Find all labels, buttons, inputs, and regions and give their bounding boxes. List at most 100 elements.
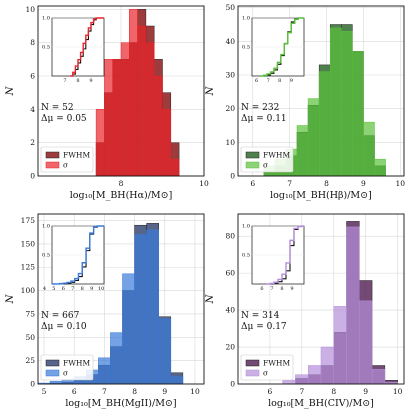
- x-axis-label: log₁₀[M_BH(Hα)/M⊙]: [70, 190, 173, 201]
- plot-frame: [37, 5, 205, 177]
- bar-sigma: [296, 125, 309, 177]
- legend-swatch-fwhm: [45, 151, 60, 159]
- y-tick-label: 6: [30, 72, 35, 81]
- inset-x-tick: 6: [62, 286, 65, 292]
- y-tick-label: 40: [225, 306, 235, 315]
- bar-sigma: [363, 121, 375, 177]
- y-tick-label: 10: [225, 138, 235, 147]
- bar-sigma: [158, 318, 172, 385]
- x-tick-label: 6: [72, 387, 77, 396]
- x-tick-label: 7: [299, 387, 304, 396]
- inset-cdf-sigma: [52, 225, 104, 285]
- y-tick-label: 25: [25, 356, 35, 365]
- delta-mu-label: Δμ = 0.17: [241, 322, 287, 332]
- bar-sigma: [110, 332, 123, 385]
- y-axis-label: N: [5, 293, 16, 304]
- bar-sigma: [374, 158, 386, 177]
- y-axis-label: N: [205, 85, 216, 96]
- inset-x-tick: 8: [280, 286, 283, 292]
- bar-sigma: [282, 380, 296, 385]
- delta-mu-label: Δμ = 0.05: [41, 114, 87, 124]
- x-tick-label: 10: [393, 387, 403, 396]
- inset-x-tick: 8: [76, 78, 79, 84]
- inset-cdf-sigma: [260, 17, 304, 77]
- sample-size-label: N = 667: [41, 311, 80, 321]
- bar-sigma: [120, 42, 130, 177]
- bar-sigma: [170, 376, 184, 385]
- legend-label-fwhm: FWHM: [63, 359, 90, 368]
- inset-x-tick: 7: [270, 286, 273, 292]
- inset-x-tick: 5: [52, 286, 55, 292]
- legend-swatch-sigma: [45, 161, 60, 169]
- legend-label-sigma: σ: [63, 161, 68, 170]
- inset-x-tick: 9: [89, 78, 92, 84]
- inset-x-tick: 8: [81, 286, 84, 292]
- bar-sigma: [122, 273, 135, 385]
- x-tick-label: 10: [199, 179, 209, 188]
- x-tick-label: 5: [42, 387, 47, 396]
- delta-mu-label: Δμ = 0.10: [41, 322, 87, 332]
- y-tick-label: 0: [30, 380, 35, 389]
- x-axis-label: log₁₀[M_BH(CIV)/M⊙]: [268, 398, 374, 409]
- x-tick-label: 7: [287, 179, 292, 188]
- panel-3: 6 7 8 9 10 0 20 40 60 80 log₁₀[M_BH(CIV)/M⊙] N N = 3…: [205, 213, 405, 409]
- inset-x-tick: 9: [290, 286, 293, 292]
- inset-cdf-sigma: [70, 17, 104, 77]
- inset-x-tick: 7: [267, 78, 270, 84]
- y-axis-label: N: [5, 85, 16, 96]
- x-tick-label: 9: [363, 387, 368, 396]
- bar-sigma: [112, 59, 122, 177]
- inset-x-tick: 6: [255, 78, 258, 84]
- inset-cdf: 0.5 1.0 6 7 8 9: [242, 224, 305, 292]
- bar-sigma: [320, 346, 335, 385]
- x-tick-label: 8: [331, 387, 336, 396]
- y-tick-label: 50: [25, 333, 35, 342]
- bar-sigma: [346, 226, 360, 385]
- inset-x-tick: 8: [278, 78, 281, 84]
- bar-sigma: [98, 357, 111, 385]
- bar-sigma: [333, 306, 347, 385]
- inset-cdf-sigma: [266, 225, 304, 285]
- y-tick-label: 20: [225, 104, 235, 113]
- y-tick-label: 0: [230, 172, 235, 181]
- y-tick-label: 50: [225, 3, 235, 12]
- inset-cdf: 0.5 1.0 7 8 9: [42, 16, 105, 84]
- y-tick-label: 125: [21, 263, 36, 272]
- y-tick-label: 60: [225, 269, 235, 278]
- bar-sigma: [307, 98, 320, 177]
- bar-sigma: [134, 234, 147, 385]
- y-tick-label: 40: [225, 37, 235, 46]
- bar-sigma: [359, 300, 373, 385]
- inset-cdf: 0.5 1.0 6 7 8 9: [242, 16, 305, 84]
- bar-sigma: [170, 159, 180, 177]
- bar-sigma: [352, 51, 364, 177]
- inset-x-tick: 7: [71, 286, 74, 292]
- legend-label-sigma: σ: [63, 369, 68, 378]
- inset-y-tick: 0.5: [42, 45, 50, 51]
- y-tick-label: 75: [25, 309, 35, 318]
- y-tick-label: 80: [225, 232, 235, 241]
- sample-size-label: N = 314: [241, 311, 280, 321]
- x-tick-label: 8: [132, 387, 137, 396]
- inset-x-tick: 9: [290, 78, 293, 84]
- x-tick-label: 9: [361, 179, 366, 188]
- bar-sigma: [318, 71, 331, 177]
- legend-swatch-fwhm: [245, 359, 260, 367]
- y-tick-label: 4: [30, 105, 35, 114]
- legend-swatch-sigma: [45, 369, 60, 377]
- x-axis-label: log₁₀[M_BH(Hβ)/M⊙]: [270, 190, 372, 201]
- x-tick-label: 10: [190, 387, 200, 396]
- inset-y-tick: 0.5: [242, 253, 250, 259]
- inset-y-tick: 1.0: [242, 224, 250, 230]
- inset-y-tick: 0.5: [242, 45, 250, 51]
- x-tick-label: 8: [324, 179, 329, 188]
- x-tick-label: 7: [102, 387, 107, 396]
- y-tick-label: 0: [30, 172, 35, 181]
- bar-sigma: [95, 109, 105, 177]
- y-tick-label: 0: [230, 380, 235, 389]
- legend-label-sigma: σ: [263, 161, 268, 170]
- legend-swatch-fwhm: [245, 151, 260, 159]
- bar-sigma: [162, 109, 172, 177]
